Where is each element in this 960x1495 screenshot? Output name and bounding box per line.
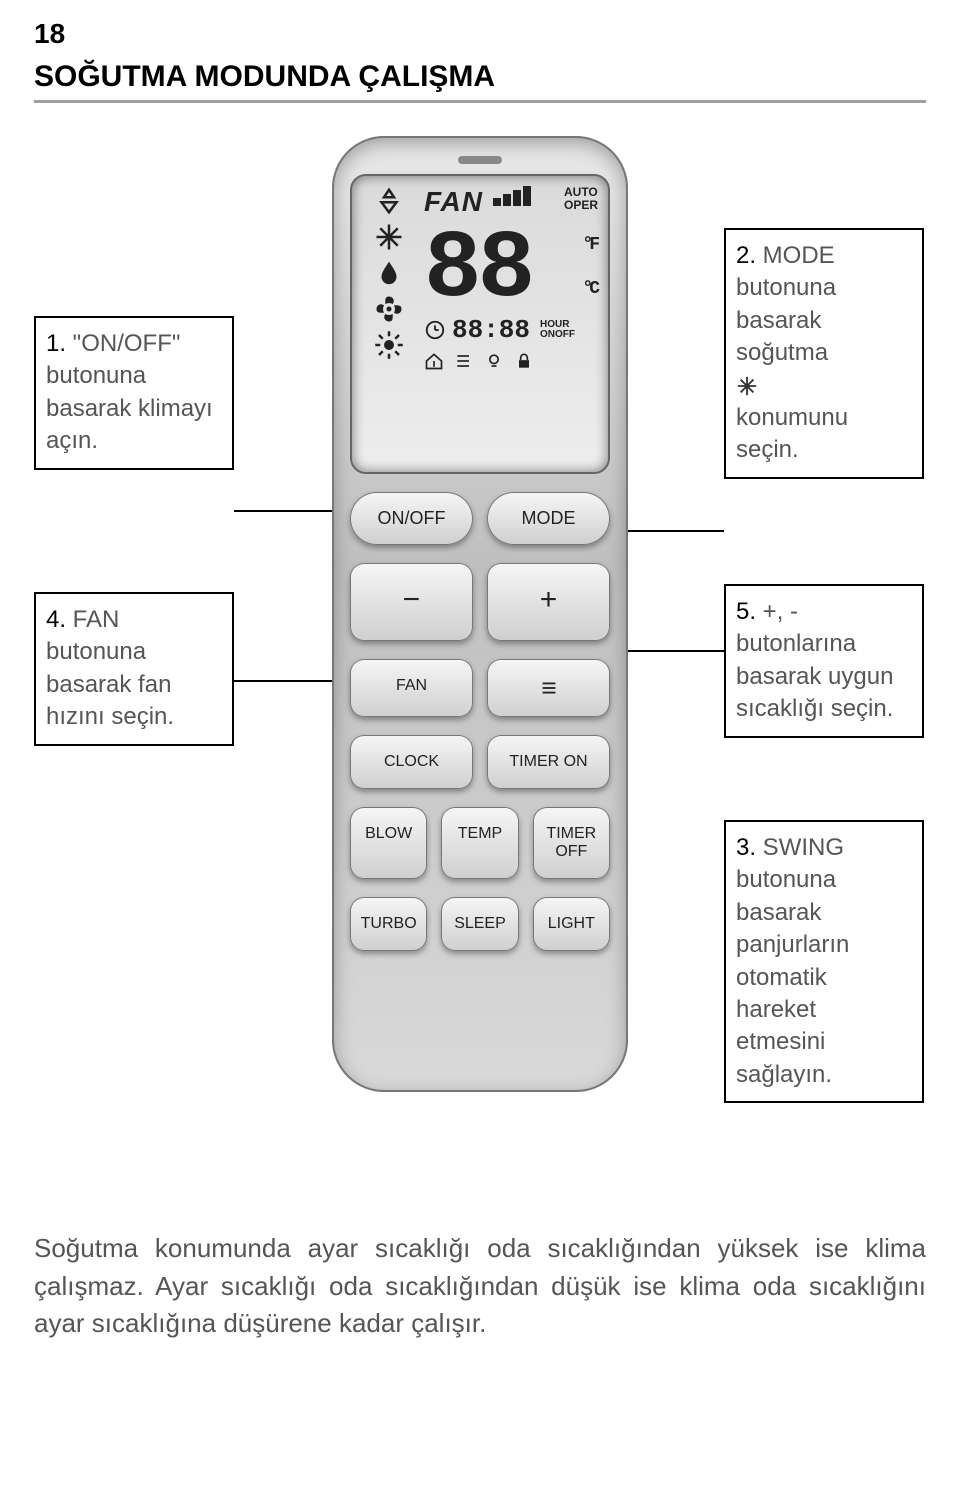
sun-icon xyxy=(374,330,404,360)
callout-step-3: 3. SWING butonuna basarak panjurların ot… xyxy=(724,820,924,1103)
callout-num: 2. xyxy=(736,242,756,269)
auto-label: AUTO xyxy=(564,186,598,199)
house-temp-icon xyxy=(424,351,444,371)
light-icon xyxy=(484,351,504,371)
connector-line xyxy=(234,680,332,682)
lock-icon xyxy=(514,351,534,371)
moon-icon xyxy=(374,366,404,396)
swing-button[interactable] xyxy=(487,659,610,717)
remote-screen: FAN AUTO OPER 88 °F °C 88:88 HOUR O xyxy=(350,174,610,474)
unit-f: °F xyxy=(582,238,596,252)
swing-icon xyxy=(454,351,474,371)
callout-text: FAN butonuna basarak fan hızını seçin. xyxy=(46,606,174,730)
unit-c: °C xyxy=(582,282,596,296)
fan-button[interactable]: FAN xyxy=(350,659,473,717)
callout-text: "ON/OFF" butonuna basarak klimayı açın. xyxy=(46,330,213,454)
screen-mode-icons xyxy=(362,186,416,466)
onoff-label: ONOFF xyxy=(540,330,575,340)
snowflake-icon xyxy=(374,222,404,252)
callout-num: 1. xyxy=(46,330,66,357)
callout-num: 3. xyxy=(736,834,756,861)
remote-control: FAN AUTO OPER 88 °F °C 88:88 HOUR O xyxy=(332,136,628,1092)
minus-button[interactable]: − xyxy=(350,563,473,641)
swing-icon xyxy=(538,677,560,699)
temp-button[interactable]: TEMP xyxy=(441,807,518,879)
callout-num: 4. xyxy=(46,606,66,633)
onoff-button[interactable]: ON/OFF xyxy=(350,492,473,545)
callout-text: SWING butonuna basarak panjurların otoma… xyxy=(736,834,849,1088)
temp-value: 88 xyxy=(424,215,531,324)
oper-label: OPER xyxy=(564,199,598,212)
callout-num: 5. xyxy=(736,598,756,625)
callout-text: +, - butonlarına basarak uygun sıcaklığı… xyxy=(736,598,893,722)
plus-button[interactable]: + xyxy=(487,563,610,641)
timer-on-button[interactable]: TIMER ON xyxy=(487,735,610,789)
droplet-icon xyxy=(374,258,404,288)
blow-button[interactable]: BLOW xyxy=(350,807,427,879)
temp-digits: 88 °F °C xyxy=(424,232,598,309)
remote-top-slot xyxy=(458,156,502,164)
clock-button[interactable]: CLOCK xyxy=(350,735,473,789)
status-icons xyxy=(424,351,598,371)
fan-speed-bars xyxy=(493,186,531,206)
section-title: SOĞUTMA MODUNDA ÇALIŞMA xyxy=(34,60,926,103)
turbo-button[interactable]: TURBO xyxy=(350,897,427,951)
auto-mode-icon xyxy=(374,186,404,216)
callout-step-5: 5. +, - butonlarına basarak uygun sıcakl… xyxy=(724,584,924,738)
callout-step-2: 2. MODE butonuna basarak soğutma konumun… xyxy=(724,228,924,479)
fan-icon xyxy=(374,294,404,324)
page-number: 18 xyxy=(34,18,65,50)
callout-step-1: 1. "ON/OFF" butonuna basarak klimayı açı… xyxy=(34,316,234,470)
screen-main: FAN AUTO OPER 88 °F °C 88:88 HOUR O xyxy=(424,186,598,466)
sleep-button[interactable]: SLEEP xyxy=(441,897,518,951)
snowflake-icon xyxy=(736,375,758,397)
connector-line xyxy=(234,510,332,512)
light-button[interactable]: LIGHT xyxy=(533,897,610,951)
callout-text: konumunu seçin. xyxy=(736,404,848,463)
timer-off-button[interactable]: TIMER OFF xyxy=(533,807,610,879)
callout-step-4: 4. FAN butonuna basarak fan hızını seçin… xyxy=(34,592,234,746)
mode-button[interactable]: MODE xyxy=(487,492,610,545)
fan-label: FAN xyxy=(424,186,483,218)
footer-note: Soğutma konumunda ayar sıcaklığı oda sıc… xyxy=(34,1230,926,1343)
